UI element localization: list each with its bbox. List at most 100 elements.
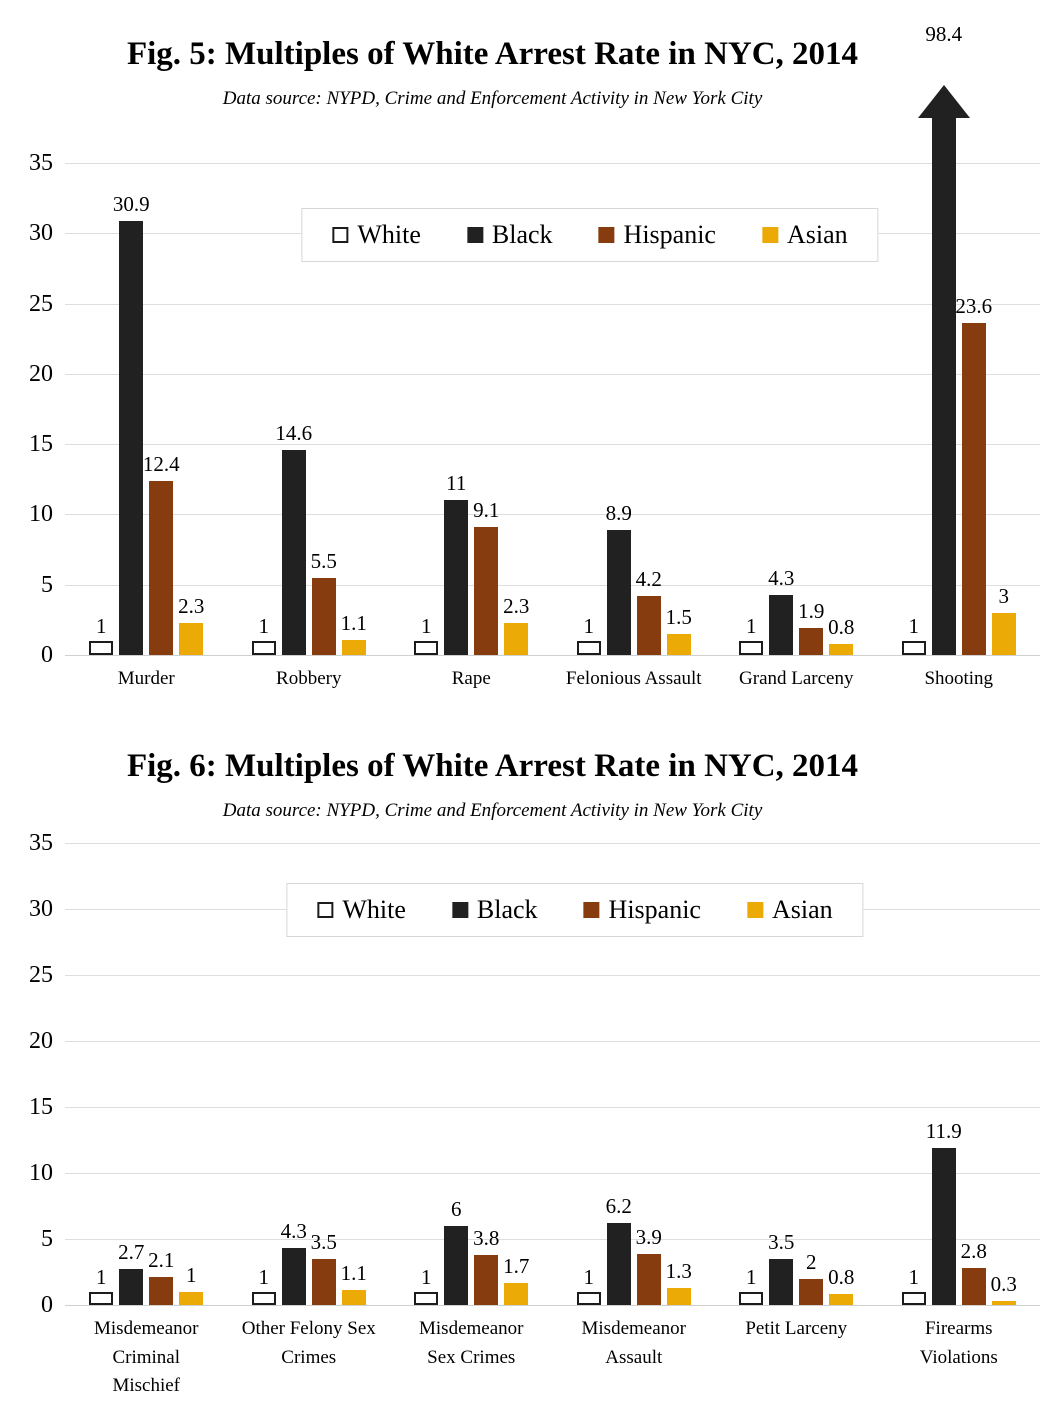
- bar-white: 1: [901, 1266, 926, 1305]
- legend-item: White: [317, 897, 406, 923]
- bar-white: 1: [739, 615, 764, 655]
- bar-white: 1: [576, 615, 601, 655]
- gridline: [65, 584, 1040, 586]
- legend-item: Hispanic: [583, 895, 701, 924]
- y-tick-label: 10: [29, 501, 53, 528]
- bar-hispanic: 2.1: [148, 1250, 174, 1305]
- bar-value-label: 1: [186, 1262, 197, 1287]
- y-tick-label: 30: [29, 896, 53, 922]
- bar-value-label: 5.5: [310, 548, 337, 573]
- bar-asian: 1.1: [341, 1263, 367, 1305]
- gridline: [65, 975, 1040, 976]
- bar-asian: 1.3: [666, 1260, 692, 1305]
- bar-black: 2.7: [118, 1242, 144, 1305]
- bar-asian: 1.5: [666, 606, 692, 655]
- figure-6-chart: Fig. 6: Multiples of White Arrest Rate i…: [0, 712, 1050, 1425]
- legend-swatch-white: [332, 227, 349, 243]
- bar-value-label: 11: [446, 471, 467, 496]
- category-label: Other Felony Sex Crimes: [241, 1318, 376, 1368]
- bar-hispanic: 3.9: [636, 1226, 662, 1305]
- category-label: Misdemeanor Sex Crimes: [419, 1318, 524, 1368]
- bar-value-label: 1: [258, 1264, 270, 1289]
- bar-value-label: 6.2: [605, 1194, 632, 1219]
- bar-value-label: 1.1: [340, 1261, 367, 1286]
- bar-white: 1: [739, 1266, 764, 1305]
- bar-value-label: 3.8: [473, 1225, 500, 1250]
- bar-black: 11.9: [926, 1120, 962, 1305]
- y-tick-label: 25: [29, 962, 53, 988]
- category-label: Petit Larceny: [745, 1318, 848, 1339]
- bar-value-label: 4.3: [280, 1219, 307, 1244]
- bar-black: 30.9: [113, 193, 150, 655]
- gridline: [65, 163, 1040, 164]
- bar-value-label: 0.8: [828, 614, 855, 639]
- bar-white: 1: [414, 1266, 439, 1305]
- bar-group: 1 14.6 5.5 1.1: [228, 163, 391, 655]
- legend-label: Hispanic: [608, 895, 701, 924]
- bar-asian: 0.3: [991, 1274, 1017, 1305]
- bar-hispanic: 1.9: [798, 601, 824, 655]
- gridline: [65, 303, 1040, 305]
- bar-group: 1 3.5 2 0.8: [715, 843, 878, 1305]
- y-tick-label: 10: [29, 1160, 53, 1186]
- bar-black: 4.3: [768, 567, 794, 655]
- bar-value-label: 1: [746, 1264, 757, 1289]
- bar-value-label: 1: [96, 613, 107, 638]
- bar-value-label: 1.7: [503, 1253, 530, 1278]
- figure-5-chart: Fig. 5: Multiples of White Arrest Rate i…: [0, 0, 1050, 712]
- legend-item: Black: [451, 895, 538, 924]
- gridline: [65, 1239, 1040, 1240]
- legend: White Black Hispanic Asian: [286, 883, 864, 937]
- bar-group: 1 8.9 4.2 1.5: [553, 163, 716, 655]
- category-label: Misdemeanor Assault: [581, 1318, 686, 1368]
- bar-value-label: 1: [258, 613, 270, 638]
- legend-swatch-asian: [746, 902, 763, 918]
- bar-white: 1: [251, 615, 276, 655]
- legend-swatch-black: [451, 902, 468, 918]
- y-tick-label: 15: [29, 431, 53, 458]
- legend-item: Black: [466, 222, 553, 248]
- bar-value-label: 8.9: [605, 500, 632, 525]
- bar-group: 1 11 9.1 2.3: [390, 163, 553, 655]
- bar-hispanic: 12.4: [143, 453, 180, 655]
- bar-value-label: 3.5: [310, 1229, 337, 1254]
- bar-value-label: 0.8: [828, 1265, 855, 1290]
- bar-hispanic: 2.8: [961, 1241, 987, 1305]
- category-label: Shooting: [924, 668, 994, 689]
- bar-asian: 2.3: [178, 595, 204, 655]
- gridline: [65, 444, 1040, 446]
- bar-group: 1 30.9 12.4 2.3: [65, 163, 228, 655]
- bar-black: 4.3: [281, 1221, 307, 1305]
- gridline: [65, 1107, 1040, 1108]
- gridline: [65, 514, 1040, 516]
- bar-asian: 1: [179, 1264, 204, 1305]
- bar-value-label: 1: [421, 613, 432, 638]
- y-tick-label: 25: [29, 290, 53, 317]
- bar-value-label: 14.6: [275, 420, 313, 445]
- category-label: Rape: [451, 668, 491, 689]
- bar-value-label: 98.4: [925, 22, 963, 46]
- bar-value-label: 1: [746, 613, 757, 638]
- bar-value-label: 1: [908, 613, 920, 638]
- legend-label: Hispanic: [623, 220, 716, 249]
- bar-group: 1 6 3.8 1.7: [390, 843, 553, 1305]
- bar-value-label: 1: [908, 1264, 920, 1289]
- gridline: [65, 1305, 1040, 1306]
- legend-label: Black: [476, 895, 538, 924]
- y-tick-label: 5: [41, 1226, 53, 1252]
- bar-value-label: 2.3: [178, 593, 205, 618]
- bar-value-label: 1.1: [340, 610, 367, 635]
- bar-black: 8.9: [606, 502, 632, 655]
- legend: White Black Hispanic Asian: [301, 208, 879, 262]
- bar-black: 11: [444, 473, 469, 655]
- bar-white: 1: [901, 615, 926, 655]
- legend-label: White: [357, 220, 421, 249]
- bar-groups: 1 30.9 12.4 2.3 1 14.6 5.5 1.1 1 11 9.1 2.3 1 8.9 4.2 1…: [65, 24, 1040, 655]
- bar-hispanic: 4.2: [636, 568, 662, 655]
- y-tick-label: 35: [29, 150, 53, 176]
- gridline: [65, 655, 1040, 656]
- bar-value-label: 3: [998, 583, 1010, 608]
- bar-asian: 0.8: [828, 616, 854, 655]
- bar-value-label: 2.3: [503, 593, 530, 618]
- bar-value-label: 1.3: [665, 1258, 692, 1283]
